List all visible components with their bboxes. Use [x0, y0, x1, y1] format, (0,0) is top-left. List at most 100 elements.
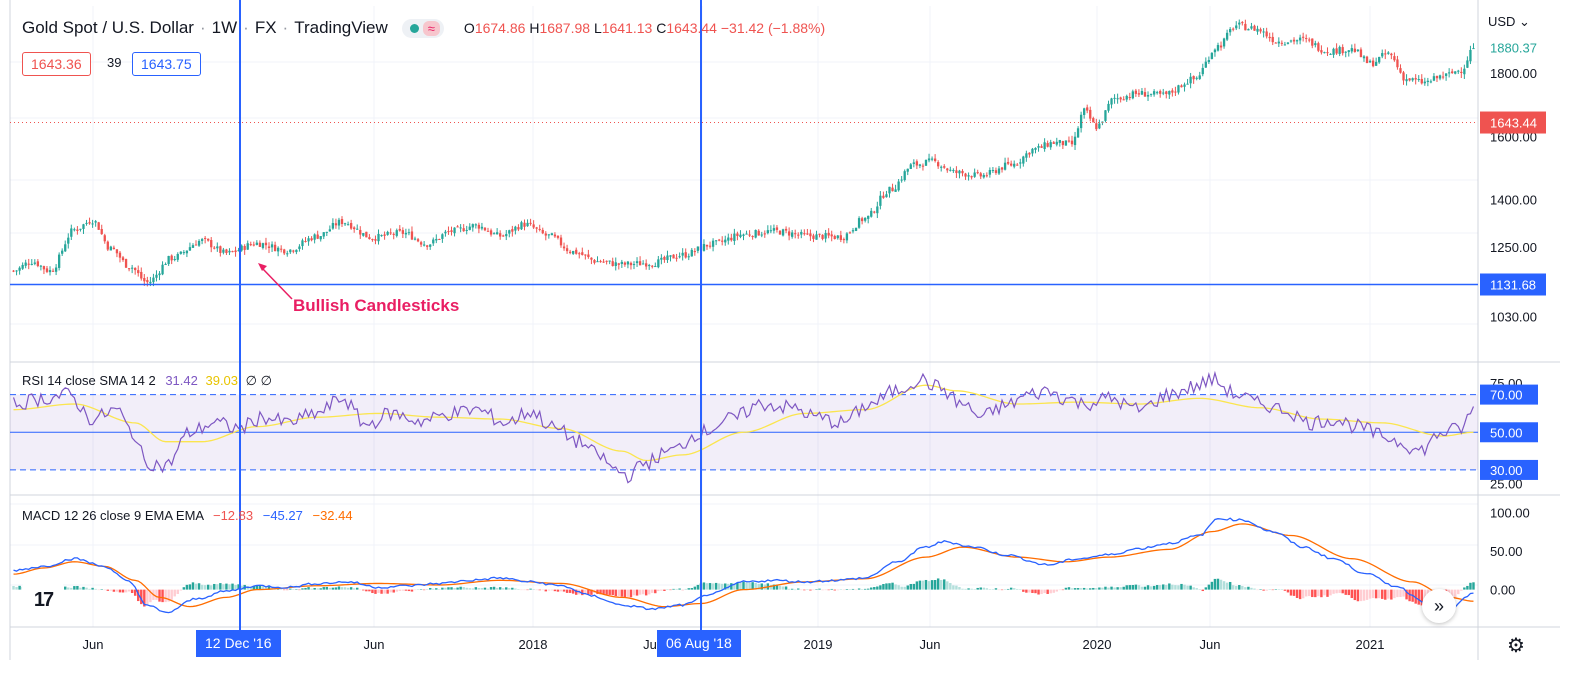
macd-histogram-bar: [489, 587, 493, 590]
macd-histogram-bar: [331, 587, 335, 590]
candle-body: [833, 235, 836, 239]
tradingview-logo-icon[interactable]: 17: [22, 582, 64, 618]
candle-body: [1192, 76, 1195, 80]
sell-price-button[interactable]: 1643.36: [22, 52, 91, 76]
macd-histogram-bar: [1171, 584, 1174, 590]
macd-axis-label: 100.00: [1490, 505, 1530, 520]
macd-histogram-bar: [258, 585, 262, 590]
candle-body: [1329, 53, 1332, 55]
macd-histogram-bar: [100, 589, 103, 590]
candle-body: [1067, 140, 1071, 142]
candle-body: [1037, 146, 1040, 148]
candle-body: [578, 253, 581, 255]
candle-body: [526, 222, 529, 227]
candle-body: [1189, 76, 1192, 84]
candle-body: [483, 227, 487, 231]
annotation-text[interactable]: Bullish Candlesticks: [293, 296, 460, 315]
macd-histogram-bar: [1387, 589, 1390, 599]
crosshair-date-label-1: 12 Dec '16: [196, 630, 281, 657]
macd-histogram-bar: [821, 589, 824, 591]
macd-histogram-bar: [438, 589, 441, 590]
candle-body: [976, 172, 979, 174]
macd-histogram-bar: [1055, 589, 1058, 592]
candle-body: [474, 224, 477, 226]
candle-body: [1216, 45, 1220, 51]
candle-body: [1347, 50, 1350, 53]
buy-price-button[interactable]: 1643.75: [132, 52, 201, 76]
macd-histogram-bar: [1469, 582, 1472, 590]
candle-body: [927, 158, 931, 161]
candle-body: [1320, 50, 1323, 53]
candle-body: [1429, 81, 1433, 83]
candle-body: [349, 222, 353, 229]
macd-histogram-bar: [1280, 589, 1284, 590]
candle-body: [955, 170, 958, 174]
macd-histogram-bar: [547, 589, 551, 591]
macd-histogram-bar: [468, 588, 471, 590]
candle-body: [754, 229, 757, 238]
scroll-to-realtime-icon[interactable]: »: [1422, 589, 1456, 623]
macd-histogram-bar: [1186, 585, 1189, 590]
candle-body: [39, 265, 43, 267]
candle-body: [1265, 31, 1268, 37]
macd-histogram-bar: [1098, 587, 1101, 590]
macd-histogram-bar: [790, 588, 794, 590]
macd-histogram-bar: [124, 589, 128, 593]
candle-body: [623, 262, 627, 265]
candle-body: [1381, 53, 1384, 57]
candle-body: [605, 260, 608, 262]
macd-title: MACD 12 26 close 9 EMA EMA: [22, 508, 204, 523]
gear-icon[interactable]: ⚙: [1507, 635, 1525, 657]
candle-body: [882, 195, 885, 198]
macd-histogram-bar: [574, 589, 578, 595]
currency-selector[interactable]: USD ⌄: [1488, 14, 1530, 29]
macd-histogram-bar: [79, 587, 82, 590]
candle-body: [21, 264, 24, 269]
symbol-name[interactable]: Gold Spot / U.S. Dollar: [22, 18, 194, 37]
macd-histogram-bar: [164, 589, 167, 603]
macd-histogram-bar: [1320, 589, 1323, 598]
rsi-legend[interactable]: RSI 14 close SMA 14 2 31.42 39.03 ∅ ∅: [22, 373, 272, 389]
candle-body: [1235, 25, 1238, 29]
macd-histogram-bar: [349, 587, 353, 590]
time-axis-label: Ju: [643, 637, 657, 652]
macd-histogram-bar: [967, 588, 970, 590]
candle-body: [727, 237, 730, 241]
rsi-title: RSI 14 close SMA 14 2: [22, 373, 156, 388]
candle-body: [295, 249, 298, 253]
candle-body: [1408, 78, 1411, 81]
candle-body: [937, 162, 940, 167]
macd-histogram-bar: [678, 588, 681, 590]
candle-body: [541, 229, 544, 234]
market-status[interactable]: ≈: [401, 18, 444, 38]
macd-legend[interactable]: MACD 12 26 close 9 EMA EMA −12.83 −45.27…: [22, 508, 353, 523]
candle-body: [690, 249, 693, 257]
candle-body: [651, 265, 654, 267]
candle-body: [1396, 59, 1399, 68]
candle-body: [864, 217, 867, 221]
candle-body: [632, 264, 636, 266]
macd-histogram-bar: [717, 583, 721, 590]
macd-histogram-bar: [1365, 589, 1369, 600]
macd-histogram-bar: [1265, 589, 1268, 591]
candle-body: [575, 249, 578, 254]
candle-body: [45, 268, 49, 272]
macd-histogram-bar: [483, 587, 487, 590]
macd-histogram-bar: [742, 581, 745, 590]
candle-body: [903, 171, 906, 181]
candle-body: [200, 239, 204, 241]
candle-body: [1122, 99, 1125, 101]
macd-histogram-bar: [12, 585, 15, 590]
candle-body: [696, 246, 700, 251]
candle-body: [930, 158, 934, 160]
interval[interactable]: 1W: [211, 18, 238, 37]
candle-body: [751, 236, 754, 238]
macd-histogram-bar: [140, 589, 143, 605]
macd-histogram-bar: [1128, 585, 1131, 590]
macd-histogram-bar: [888, 583, 891, 590]
rsi-level-badge: [1480, 459, 1538, 480]
macd-histogram-bar: [757, 583, 760, 590]
candle-body: [1125, 95, 1128, 100]
macd-histogram-bar: [1198, 589, 1201, 590]
